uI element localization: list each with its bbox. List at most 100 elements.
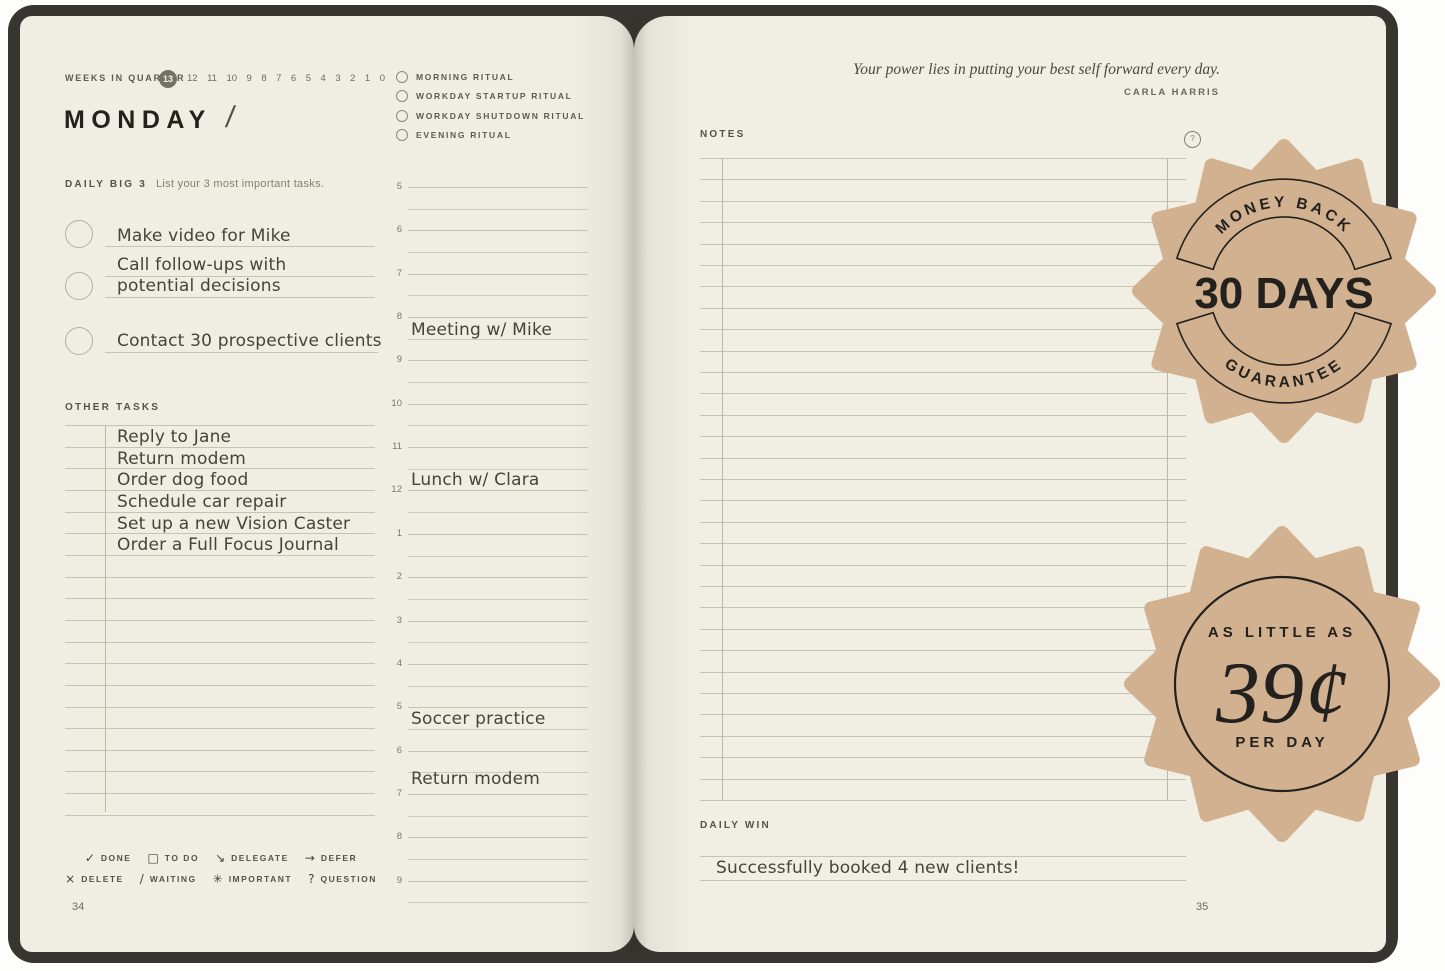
ritual-row: MORNING RITUAL <box>396 71 514 83</box>
schedule-hour-line <box>408 577 588 579</box>
legend-item: → DEFER <box>305 851 357 865</box>
week-number: 11 <box>207 73 217 84</box>
notes-line <box>700 500 1186 502</box>
daily-big3-subtitle: List your 3 most important tasks. <box>156 178 325 190</box>
notes-line <box>700 350 1186 352</box>
schedule-half-line <box>408 858 588 860</box>
big3-task-circle <box>65 272 93 300</box>
schedule-hour-label: 6 <box>396 224 402 236</box>
notes-margin-rule <box>722 158 723 800</box>
legend-item: ? QUESTION <box>308 872 377 886</box>
legend-symbol-icon: ? <box>308 872 315 886</box>
task-line <box>65 598 375 600</box>
ritual-row: EVENING RITUAL <box>396 129 512 142</box>
notes-line <box>700 607 1186 609</box>
current-week-badge: 13 <box>159 70 177 88</box>
schedule-half-line <box>408 338 588 340</box>
schedule-half-line <box>408 468 588 470</box>
daily-big3-title: DAILY BIG 3 <box>65 179 147 190</box>
legend-label: DEFER <box>320 853 358 863</box>
other-task-text: Return modem <box>117 448 246 469</box>
schedule-half-line <box>408 902 588 904</box>
other-task-text: Order dog food <box>117 470 249 491</box>
quote-text: Your power lies in putting your best sel… <box>853 61 1220 78</box>
schedule-hour-label: 7 <box>396 787 402 799</box>
week-number: 8 <box>261 73 267 84</box>
schedule-half-line <box>408 555 588 557</box>
weeks-numbers: 12 11 10 9 8 7 6 5 4 3 2 1 0 <box>187 73 385 85</box>
weeks-in-quarter-label: WEEKS IN QUARTER <box>65 73 186 83</box>
other-task-text: Order a Full Focus Journal <box>117 535 339 556</box>
badge-arc-band-bottom <box>1175 311 1393 404</box>
badge-money-back: MONEY BACK 30 DAYS GUARANTEE <box>1132 139 1436 443</box>
badge-price-center-text: 39¢ <box>1215 645 1348 742</box>
big3-task-line <box>105 276 375 277</box>
task-line <box>65 576 375 578</box>
schedule-hour-label: 7 <box>396 267 402 279</box>
other-task-text: Reply to Jane <box>117 427 232 447</box>
big3-task-text: Contact 30 prospective clients <box>117 331 382 351</box>
schedule-hour-label: 6 <box>396 744 402 756</box>
week-number: 4 <box>320 73 326 84</box>
badge-arc-band-top <box>1175 178 1393 271</box>
task-line <box>65 749 375 751</box>
legend-symbol-icon: ✓ <box>84 851 95 865</box>
schedule-hour-label: 12 <box>391 484 402 496</box>
task-line <box>65 425 375 426</box>
week-number: 5 <box>305 73 312 84</box>
other-task-text: Set up a new Vision Caster <box>117 513 351 534</box>
schedule-hour-line <box>408 750 588 752</box>
task-line <box>65 468 375 470</box>
schedule-half-line <box>408 512 588 514</box>
notes-info-icon: ? <box>1184 131 1201 148</box>
notes-title: NOTES <box>700 129 746 140</box>
schedule-hour-label: 8 <box>396 311 402 323</box>
notes-line <box>700 329 1186 331</box>
task-line <box>65 814 375 816</box>
legend-item: / WAITING <box>140 872 197 886</box>
page-number-right: 35 <box>1196 901 1209 913</box>
schedule-entry: Meeting w/ Mike <box>411 320 553 340</box>
big3-task-line <box>105 297 375 298</box>
schedule-hour-label: 5 <box>396 181 402 192</box>
ritual-circle-icon <box>396 109 408 122</box>
daily-win-line <box>700 880 1186 881</box>
big3-task-text: Call follow-ups with potential decisions <box>117 255 287 296</box>
legend-label: QUESTION <box>320 874 377 884</box>
notes-line <box>700 543 1186 545</box>
other-tasks-title: OTHER TASKS <box>65 402 161 413</box>
schedule-hour-label: 4 <box>396 657 402 669</box>
badge-inner-circle <box>1173 575 1391 793</box>
notes-line <box>700 564 1186 566</box>
week-number: 1 <box>364 73 371 84</box>
ritual-circle-icon <box>396 129 408 142</box>
schedule-hour-line <box>408 533 588 535</box>
badge-center-text: 30 DAYS <box>1194 269 1373 318</box>
big3-task-line <box>105 246 375 247</box>
notes-line <box>700 650 1186 652</box>
schedule-hour-label: 5 <box>396 701 402 713</box>
legend-label: IMPORTANT <box>228 874 293 884</box>
notes-line <box>700 200 1186 202</box>
legend-item: ✳ IMPORTANT <box>213 872 292 886</box>
notes-line <box>700 778 1186 780</box>
schedule-hour-label: 11 <box>392 441 402 453</box>
legend-label: DELETE <box>81 874 124 884</box>
notes-line <box>700 521 1186 523</box>
schedule-half-line <box>408 642 588 644</box>
week-number: 3 <box>335 73 341 84</box>
schedule-half-line <box>408 685 588 687</box>
schedule-hour-label: 9 <box>396 354 402 366</box>
schedule-hour-line <box>408 360 588 362</box>
page-number-left: 34 <box>72 901 85 913</box>
schedule-hour-line <box>408 837 588 839</box>
week-number: 10 <box>226 73 238 84</box>
legend-symbol-icon: × <box>65 872 76 886</box>
legend-symbol-icon: / <box>139 872 144 886</box>
task-symbols-legend: ✓ DONE □ TO DO ↘ DELEGATE → DEFER × DELETE / WAITIN… <box>56 851 386 893</box>
notes-line <box>700 222 1186 224</box>
notes-line <box>700 693 1186 694</box>
schedule-half-line <box>408 208 588 210</box>
schedule-hour-line <box>408 273 588 275</box>
legend-row: × DELETE / WAITING ✳ IMPORTANT? QUESTION <box>56 872 386 886</box>
